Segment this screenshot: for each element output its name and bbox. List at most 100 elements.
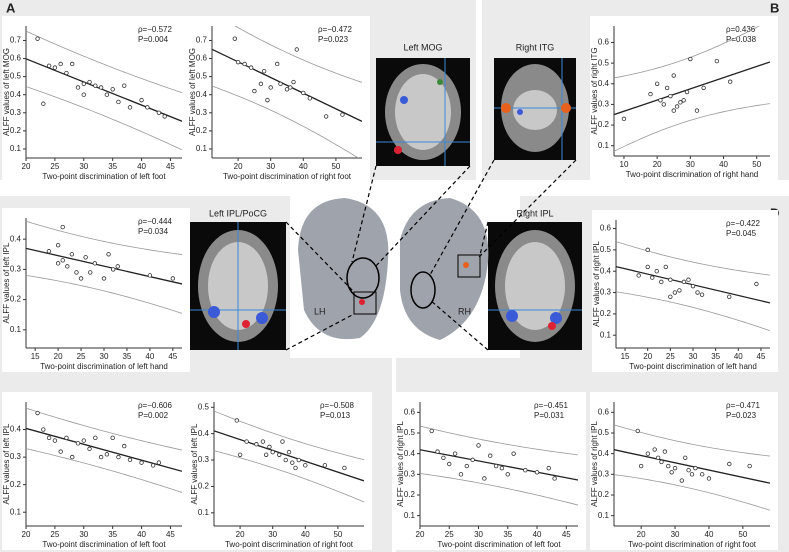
x-tick-label: 20	[234, 162, 243, 171]
prediction-band	[614, 26, 761, 79]
point	[664, 85, 670, 91]
fit-line	[420, 449, 578, 481]
image-label: Right IPL	[516, 208, 553, 218]
y-tick-label: 0.3	[10, 452, 22, 461]
x-tick-label: 30	[686, 160, 695, 169]
point	[254, 442, 259, 447]
x-tick-label: 20	[643, 352, 652, 361]
point	[46, 249, 52, 254]
fit-line	[614, 61, 770, 116]
x-tick-label: 30	[100, 352, 109, 361]
point	[686, 468, 691, 473]
y-tick-label: 0.5	[598, 428, 610, 437]
point	[659, 279, 664, 285]
prediction-band	[214, 410, 364, 461]
point	[122, 443, 127, 449]
point	[661, 102, 666, 107]
point	[78, 276, 84, 281]
point	[60, 258, 65, 263]
point	[684, 89, 690, 95]
point	[70, 454, 75, 460]
prediction-band	[420, 473, 578, 506]
fit-group	[26, 30, 182, 151]
point	[470, 457, 475, 463]
point	[263, 452, 269, 457]
fit-line	[26, 427, 182, 472]
point	[690, 283, 696, 289]
scatter-chart: 0.1 0.2 0.3 0.4 0.5 0.6 20 25 30 35 40 45Two-point …	[396, 392, 586, 550]
point	[476, 443, 481, 448]
x-tick-label: 20	[236, 530, 245, 539]
point	[74, 270, 79, 275]
x-tick-label: 40	[719, 160, 728, 169]
x-tick-label: 30	[671, 530, 680, 539]
point	[654, 269, 659, 274]
y-tick-label: 0.4	[598, 79, 610, 88]
point	[695, 290, 700, 295]
x-axis-label: Two-point discrimination of right hand	[626, 170, 759, 179]
point	[150, 463, 156, 468]
prediction-band	[420, 425, 578, 456]
annotation: P=0.023	[726, 411, 757, 420]
x-tick-label: 40	[137, 162, 146, 171]
point	[638, 463, 644, 469]
annotation: ρ=−0.471	[726, 401, 760, 410]
x-tick-label: 30	[266, 162, 275, 171]
prediction-band	[614, 474, 770, 511]
x-tick-label: 40	[533, 530, 542, 539]
x-tick-label: 45	[166, 530, 175, 539]
x-tick-label: 20	[22, 162, 31, 171]
point	[291, 79, 296, 85]
point	[441, 455, 446, 460]
y-tick-label: 0.2	[196, 126, 208, 135]
point	[686, 277, 691, 282]
point	[679, 478, 685, 483]
y-tick-label: 0.6	[404, 407, 416, 416]
point	[523, 468, 528, 473]
point	[666, 463, 671, 469]
y-tick-label: 0.1	[196, 144, 208, 153]
point	[435, 449, 440, 454]
point	[110, 87, 115, 92]
x-axis-label: Two-point discrimination of right foot	[628, 540, 757, 549]
y-axis-label: ALFF values of left IPL	[2, 423, 11, 504]
point	[546, 465, 551, 471]
point	[268, 85, 273, 90]
x-tick-label: 45	[168, 352, 177, 361]
point	[303, 463, 308, 468]
point	[429, 428, 434, 434]
point	[648, 91, 653, 97]
x-tick-label: 20	[653, 160, 662, 169]
point	[244, 439, 249, 444]
point	[688, 56, 693, 62]
point	[671, 73, 676, 78]
scatter-chart: 0.1 0.2 0.3 0.4 0.5 0.6 15 20 25 30 35 40 45Two-poin…	[592, 210, 778, 372]
point	[98, 85, 104, 90]
x-axis-label: Two-point discrimination of left foot	[437, 540, 561, 549]
annotation: P=0.023	[318, 35, 349, 44]
point	[645, 451, 651, 456]
y-tick-label: 0.3	[10, 265, 22, 274]
x-axis-label: Two-point discrimination of left foot	[42, 540, 166, 549]
point	[499, 465, 505, 471]
point	[294, 47, 299, 52]
point	[323, 114, 329, 119]
point	[46, 435, 52, 441]
y-tick-label: 0.3	[598, 100, 610, 109]
point	[55, 261, 61, 266]
y-tick-label: 0.7	[10, 36, 22, 45]
point	[87, 79, 92, 85]
y-tick-label: 0.6	[598, 407, 610, 416]
x-tick-label: 45	[562, 530, 571, 539]
point	[754, 281, 759, 287]
point	[293, 465, 298, 471]
chart-background	[2, 208, 190, 372]
y-axis-label: ALFF values of right IPL	[396, 421, 405, 507]
annotation: ρ=0.436	[726, 25, 756, 34]
point	[689, 472, 695, 477]
point	[701, 85, 706, 91]
x-tick-label: 20	[22, 530, 31, 539]
hemisphere-label: LH	[314, 306, 326, 316]
